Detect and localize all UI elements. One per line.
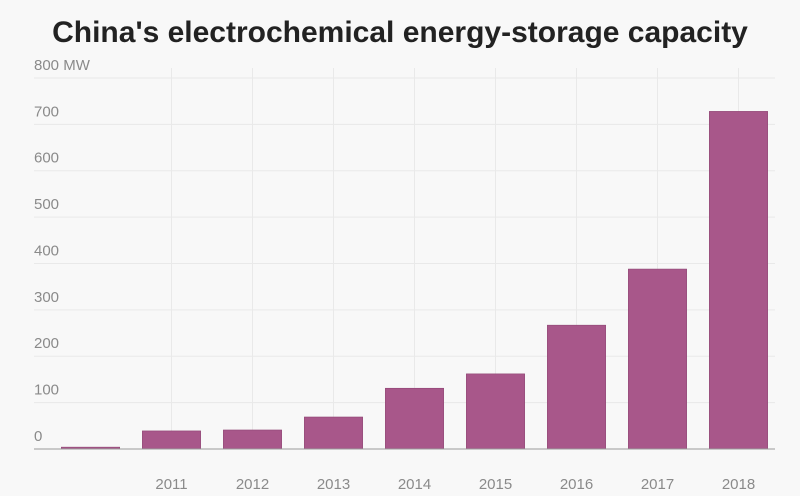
- y-tick-label: 200: [34, 335, 59, 352]
- y-tick-label: 800 MW: [34, 57, 91, 74]
- y-tick-label: 500: [34, 196, 59, 213]
- bar: [304, 416, 363, 450]
- bar: [385, 387, 444, 450]
- x-tick-label: 2015: [479, 476, 512, 493]
- x-tick-label: 2013: [317, 476, 350, 493]
- y-tick-label: 600: [34, 150, 59, 167]
- bar: [709, 111, 768, 450]
- x-tick-label: 2014: [398, 476, 431, 493]
- y-tick-label: 400: [34, 242, 59, 259]
- bar: [223, 429, 282, 450]
- chart-title: China's electrochemical energy-storage c…: [52, 16, 748, 49]
- y-tick-label: 300: [34, 289, 59, 306]
- bar: [466, 373, 525, 450]
- bar: [628, 268, 687, 450]
- y-tick-label: 700: [34, 103, 59, 120]
- x-tick-label: 2016: [560, 476, 593, 493]
- bar: [142, 430, 201, 450]
- y-tick-label: 100: [34, 382, 59, 399]
- x-tick-label: 2012: [236, 476, 269, 493]
- x-tick-label: 2011: [155, 476, 187, 493]
- x-tick-label: 2018: [722, 476, 755, 493]
- bar: [547, 324, 606, 450]
- x-tick-label: 2017: [641, 476, 674, 493]
- y-tick-label: 0: [34, 428, 42, 445]
